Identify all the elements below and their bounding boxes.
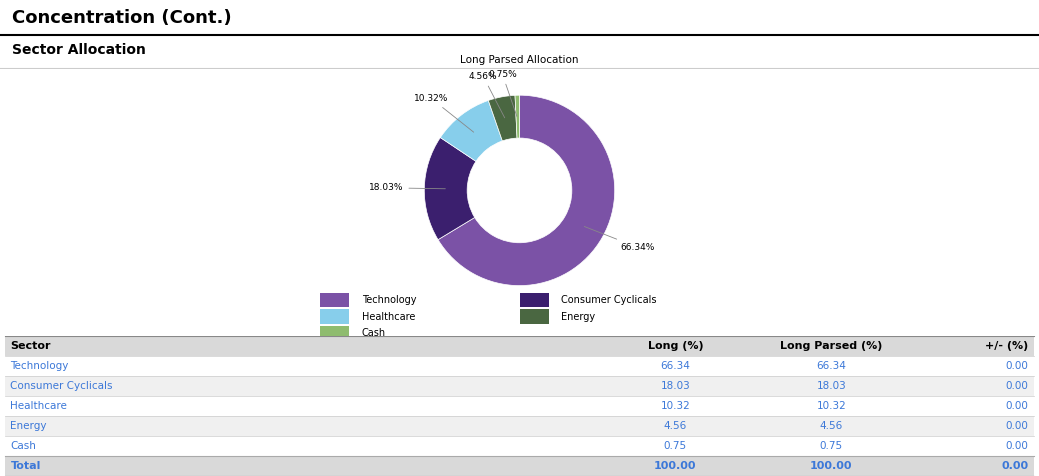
Text: Energy: Energy [10, 421, 47, 431]
Text: 18.03%: 18.03% [369, 183, 446, 192]
Text: Sector: Sector [10, 341, 51, 351]
Text: 0.75: 0.75 [820, 441, 843, 451]
Wedge shape [438, 95, 615, 286]
Text: 66.34%: 66.34% [584, 227, 655, 252]
Text: +/- (%): +/- (%) [985, 341, 1029, 351]
Text: Consumer Cyclicals: Consumer Cyclicals [561, 295, 657, 305]
Text: Energy: Energy [561, 311, 595, 322]
Bar [320, 309, 349, 324]
Text: Cash: Cash [362, 328, 385, 338]
Text: Consumer Cyclicals: Consumer Cyclicals [10, 381, 113, 391]
Bar [5, 336, 1034, 356]
Text: 0.75%: 0.75% [488, 70, 517, 117]
Text: Technology: Technology [10, 361, 69, 371]
Text: 0.00: 0.00 [1006, 361, 1029, 371]
Bar [5, 356, 1034, 376]
Text: 0.00: 0.00 [1002, 461, 1029, 471]
Text: 4.56%: 4.56% [469, 72, 505, 118]
Wedge shape [488, 95, 517, 141]
Bar [520, 309, 549, 324]
Text: 10.32: 10.32 [661, 401, 690, 411]
Bar [320, 326, 349, 340]
Text: 100.00: 100.00 [810, 461, 852, 471]
Text: Healthcare: Healthcare [362, 311, 415, 322]
Text: 0.75: 0.75 [664, 441, 687, 451]
Text: Technology: Technology [362, 295, 416, 305]
Text: 10.32: 10.32 [817, 401, 846, 411]
Text: Total: Total [10, 461, 41, 471]
Text: 0.00: 0.00 [1006, 421, 1029, 431]
Wedge shape [441, 100, 502, 161]
Bar [5, 436, 1034, 456]
Bar [320, 293, 349, 307]
Bar [520, 293, 549, 307]
Bar [5, 416, 1034, 436]
Bar [5, 396, 1034, 416]
Text: Sector Allocation: Sector Allocation [12, 43, 146, 57]
Text: 66.34: 66.34 [817, 361, 846, 371]
Text: 10.32%: 10.32% [415, 94, 474, 132]
Text: 4.56: 4.56 [664, 421, 687, 431]
Wedge shape [515, 95, 520, 138]
Text: 66.34: 66.34 [661, 361, 690, 371]
Text: Cash: Cash [10, 441, 36, 451]
Text: Healthcare: Healthcare [10, 401, 68, 411]
Bar [5, 456, 1034, 476]
Text: Long (%): Long (%) [647, 341, 703, 351]
Text: 0.00: 0.00 [1006, 401, 1029, 411]
Bar [5, 376, 1034, 396]
Text: 18.03: 18.03 [817, 381, 846, 391]
Text: Concentration (Cont.): Concentration (Cont.) [12, 9, 232, 27]
Title: Long Parsed Allocation: Long Parsed Allocation [460, 55, 579, 65]
Text: 4.56: 4.56 [820, 421, 843, 431]
Text: 0.00: 0.00 [1006, 381, 1029, 391]
Text: Long Parsed (%): Long Parsed (%) [780, 341, 882, 351]
Text: 18.03: 18.03 [661, 381, 690, 391]
Text: 100.00: 100.00 [655, 461, 696, 471]
Text: 0.00: 0.00 [1006, 441, 1029, 451]
Wedge shape [424, 138, 476, 240]
